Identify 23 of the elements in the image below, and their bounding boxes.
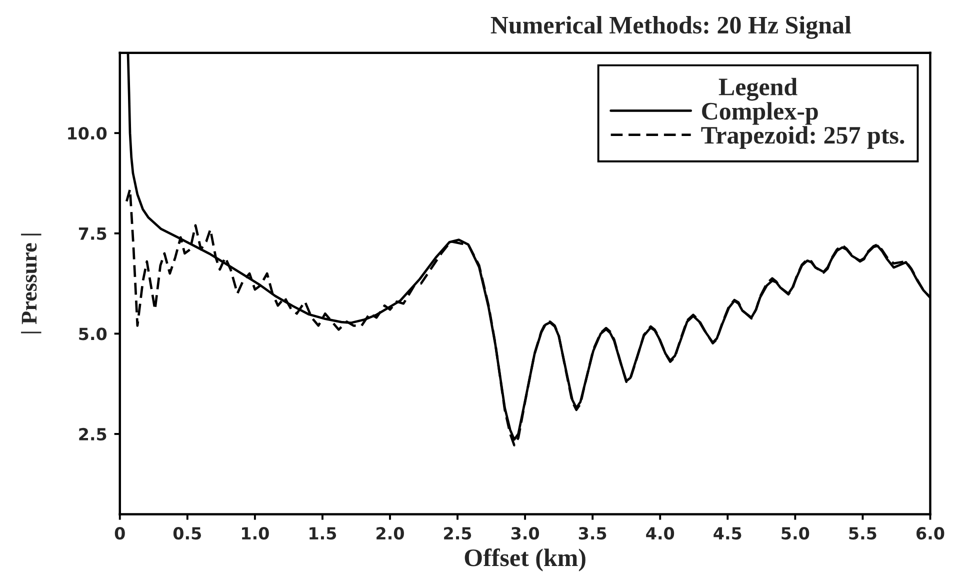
x-tick-label: 2.0 [376,527,404,540]
chart-title: Numerical Methods: 20 Hz Signal [490,16,852,39]
legend-label: Complex-p [702,102,818,125]
legend-label: Trapezoid: 257 pts. [701,126,904,149]
x-tick-label: 3.5 [578,527,606,540]
x-tick-label: 4.0 [646,527,674,540]
x-tick-label: 0.5 [173,527,202,540]
x-axis-title: Offset (km) [464,548,586,572]
y-tick-label: 2.5 [79,428,106,441]
x-tick-label: 0 [114,527,125,540]
x-tick-label: 1.5 [310,527,336,540]
y-tick-label: 5.0 [79,328,107,340]
y-axis-title: | Pressure | [21,234,42,334]
x-tick-label: 4.5 [714,527,742,540]
x-tick-label: 2.5 [444,527,472,540]
x-tick-label: 3.0 [511,527,540,540]
y-tick-label: 7.5 [78,228,106,240]
x-tick-label: 6.0 [916,527,944,540]
x-tick-label: 1.0 [242,527,269,540]
legend-title: Legend [718,78,798,101]
x-tick-label: 5.5 [849,527,876,540]
x-tick-label: 5.0 [782,527,810,540]
y-tick-label: 10.0 [68,127,107,140]
